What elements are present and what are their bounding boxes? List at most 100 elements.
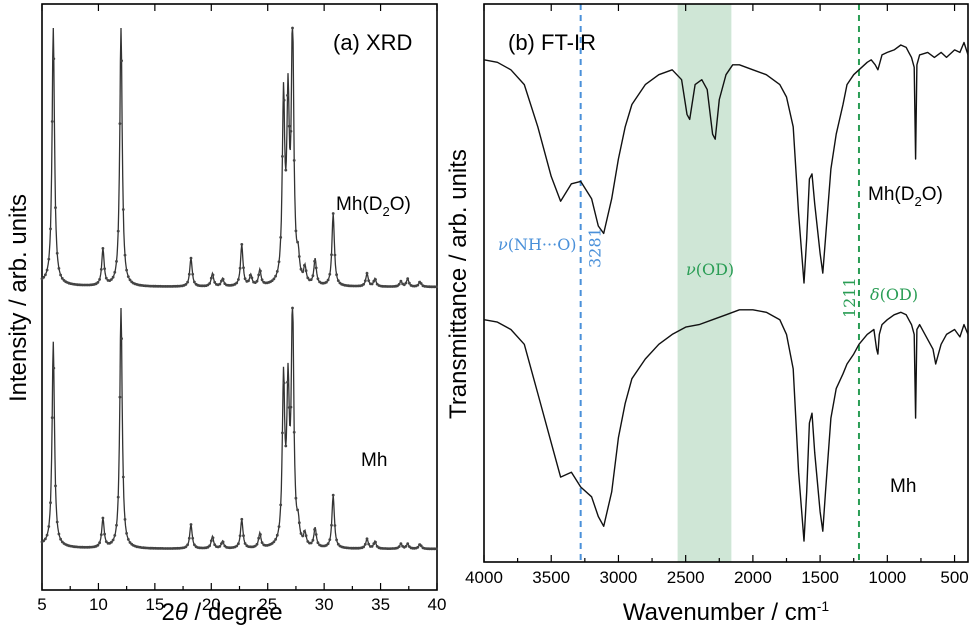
xrd-data-point xyxy=(126,275,130,278)
xrd-data-point xyxy=(291,306,294,310)
xrd-data-point xyxy=(98,541,101,545)
xrd-data-point xyxy=(45,268,49,272)
xrd-plot-frame xyxy=(41,3,438,591)
xrd-data-point xyxy=(367,279,371,282)
xrd-data-point xyxy=(331,493,335,497)
xrd-data-point xyxy=(281,155,284,158)
xrd-data-point xyxy=(235,281,239,285)
xrd-data-point xyxy=(237,278,240,281)
ftir-x-tick-label: 3500 xyxy=(532,568,570,587)
xrd-data-point xyxy=(304,269,308,273)
xrd-data-point xyxy=(299,267,303,271)
xrd-data-point xyxy=(314,266,318,270)
xrd-data-point xyxy=(47,257,51,261)
xrd-data-point xyxy=(330,253,333,257)
xrd-data-point xyxy=(209,539,213,543)
xrd-data-point xyxy=(408,281,411,285)
xrd-data-point xyxy=(98,278,101,281)
xrd-x-axis-label: 2θ / degree xyxy=(161,599,282,626)
xrd-data-point xyxy=(55,520,59,524)
xrd-data-point xyxy=(104,540,108,543)
xrd-data-point xyxy=(42,539,46,543)
xrd-data-point xyxy=(121,208,125,211)
xrd-data-point xyxy=(277,525,281,528)
xrd-data-point xyxy=(294,496,298,500)
xrd-data-point xyxy=(363,542,367,546)
xrd-data-point xyxy=(99,533,103,537)
xrd-data-point xyxy=(313,528,316,531)
xrd-data-point xyxy=(333,253,337,257)
xrd-data-point xyxy=(189,256,193,260)
xrd-data-point xyxy=(103,267,106,271)
xrd-data-point xyxy=(402,283,406,287)
xrd-data-point xyxy=(184,283,188,286)
xrd-data-point xyxy=(326,278,330,282)
xrd-data-point xyxy=(374,278,377,281)
ftir-traces xyxy=(483,41,969,542)
xrd-data-point xyxy=(435,547,438,551)
xrd-data-point xyxy=(115,523,118,527)
xrd-data-point xyxy=(260,278,264,282)
xrd-data-point xyxy=(103,532,106,536)
xrd-data-point xyxy=(253,544,257,548)
xrd-data-point xyxy=(362,545,365,549)
xrd-data-point xyxy=(220,542,223,545)
od-stretch-band xyxy=(677,4,732,562)
xrd-data-point xyxy=(243,542,247,545)
xrd-data-point xyxy=(406,542,410,546)
xrd-x-ticks: 5 10 15 20 25 30 35 40 xyxy=(37,4,446,614)
xrd-data-point xyxy=(59,273,62,277)
xrd-data-point xyxy=(279,236,283,239)
xrd-data-point xyxy=(220,279,223,283)
xrd-data-point xyxy=(211,273,215,277)
xrd-data-point xyxy=(52,366,56,370)
xrd-data-point xyxy=(115,260,118,263)
xrd-data-point xyxy=(296,508,299,512)
ftir-x-ticks: 4000 3500 3000 2500 2000 1500 1000 500 xyxy=(465,4,969,587)
xrd-data-point xyxy=(99,268,103,271)
xrd-data-point xyxy=(45,533,49,537)
xrd-data-point xyxy=(193,543,196,547)
xrd-data-point xyxy=(257,536,261,540)
xrd-data-point xyxy=(279,503,283,507)
xrd-trace-mh-d2o xyxy=(41,27,437,288)
xrd-data-point xyxy=(333,524,337,527)
xrd-data-point xyxy=(281,431,284,435)
xrd-data-point xyxy=(240,243,244,246)
xrd-data-point xyxy=(328,272,332,276)
xrd-data-point xyxy=(330,523,333,527)
xrd-data-point xyxy=(435,285,438,289)
xrd-x-tick-label: 25 xyxy=(258,595,277,614)
xrd-data-point xyxy=(363,279,367,283)
xrd-data-point xyxy=(101,516,105,520)
xrd-data-point xyxy=(104,276,108,280)
xrd-data-point xyxy=(221,540,225,544)
xrd-x-tick-label: 10 xyxy=(89,595,108,614)
xrd-data-point xyxy=(316,541,320,545)
xrd-data-point xyxy=(44,537,47,541)
ftir-x-tick-label: 4000 xyxy=(465,568,503,587)
xrd-data-point xyxy=(365,537,369,541)
xrd-data-point xyxy=(59,537,62,541)
ftir-x-axis-label: Wavenumber / cm-1 xyxy=(623,598,829,626)
xrd-data-point xyxy=(187,536,191,540)
xrd-data-point xyxy=(238,534,242,538)
xrd-data-point xyxy=(54,206,57,210)
xrd-data-point xyxy=(291,26,294,30)
xrd-data-point xyxy=(404,544,408,548)
xrd-data-point xyxy=(126,538,130,541)
xrd-data-point xyxy=(186,543,190,547)
ftir-x-tick-label: 1000 xyxy=(868,568,906,587)
xrd-data-point xyxy=(116,229,120,233)
xrd-data-point xyxy=(370,282,374,286)
xrd-data-point xyxy=(255,279,259,283)
xrd-data-point xyxy=(286,94,289,97)
xrd-data-point xyxy=(128,541,132,544)
xrd-data-point xyxy=(311,538,315,542)
xrd-data-point xyxy=(44,273,47,277)
xrd-trace-mh xyxy=(41,307,438,550)
ftir-x-tick-label: 1500 xyxy=(801,568,839,587)
ftir-label-mh: Mh xyxy=(890,476,916,497)
xrd-data-point xyxy=(313,259,316,263)
